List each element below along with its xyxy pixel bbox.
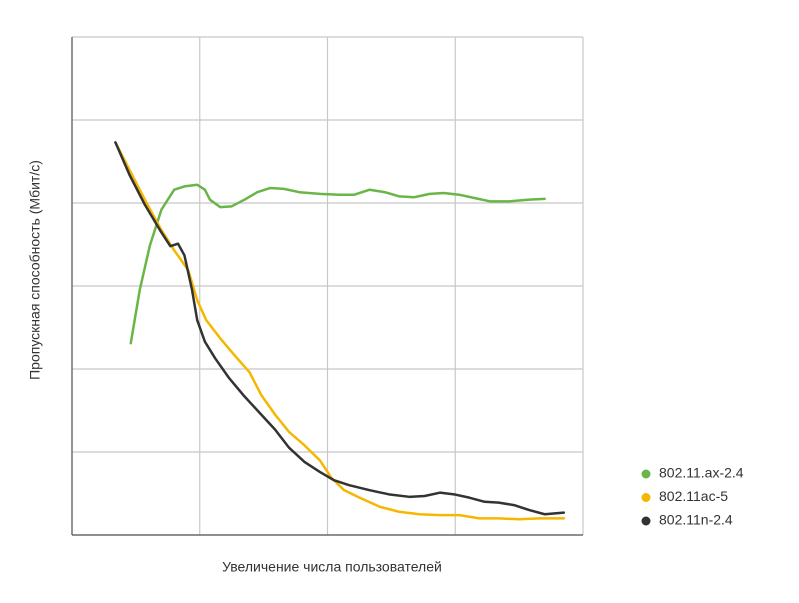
y-axis-label: Пропускная способность (Мбит/с) xyxy=(27,160,43,380)
legend-label: 802.11ac-5 xyxy=(659,488,728,504)
legend-marker xyxy=(641,469,651,479)
legend-label: 802.11n-2.4 xyxy=(659,512,733,528)
series-line xyxy=(114,141,566,516)
legend-marker xyxy=(641,493,651,502)
series-line xyxy=(114,141,566,521)
series-line xyxy=(129,183,546,345)
legend-marker xyxy=(641,516,651,526)
legend-label: 802.11.ax-2.4 xyxy=(659,465,744,481)
x-axis-label: Увеличение числа пользователей xyxy=(222,559,442,575)
